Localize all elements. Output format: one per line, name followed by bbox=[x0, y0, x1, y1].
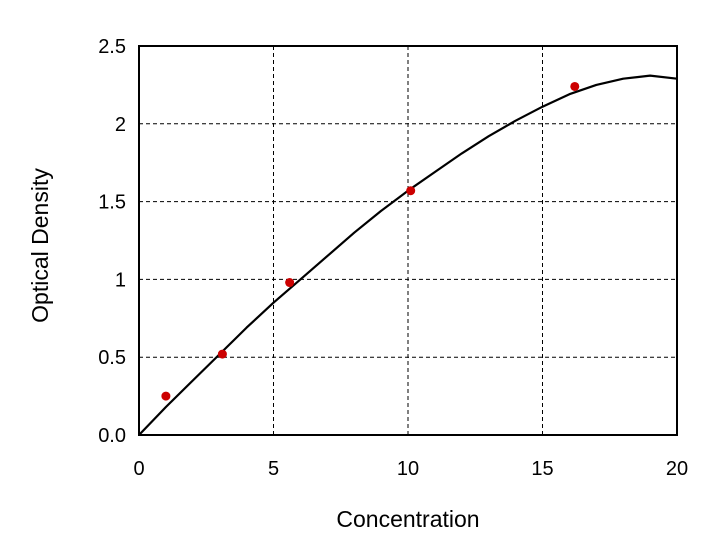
data-point bbox=[161, 391, 171, 401]
data-point bbox=[406, 186, 416, 196]
y-tick-label: 1 bbox=[115, 269, 126, 291]
x-tick-label: 10 bbox=[397, 458, 419, 480]
grid-lines bbox=[139, 46, 677, 435]
y-tick-label: 2.5 bbox=[98, 36, 126, 58]
fit-curve-layer bbox=[138, 74, 678, 436]
data-point bbox=[285, 278, 295, 288]
y-tick-label: 1.5 bbox=[98, 192, 126, 214]
fit-curve bbox=[138, 74, 678, 436]
x-tick-labels: 0 5 10 15 20 bbox=[133, 458, 688, 480]
data-points-layer bbox=[161, 81, 580, 401]
y-tick-label: 0.5 bbox=[98, 347, 126, 369]
y-tick-labels: 0.0 0.5 1 1.5 2 2.5 bbox=[98, 36, 126, 447]
x-axis-label: Concentration bbox=[336, 506, 479, 532]
data-point bbox=[217, 349, 227, 359]
x-tick-label: 15 bbox=[531, 458, 553, 480]
x-tick-label: 5 bbox=[268, 458, 279, 480]
data-point bbox=[570, 81, 580, 91]
plot-frame bbox=[138, 45, 678, 436]
x-tick-label: 20 bbox=[666, 458, 688, 480]
y-axis-label: Optical Density bbox=[27, 168, 53, 323]
y-tick-label: 0.0 bbox=[98, 425, 126, 447]
y-tick-label: 2 bbox=[115, 114, 126, 136]
x-tick-label: 0 bbox=[133, 458, 144, 480]
